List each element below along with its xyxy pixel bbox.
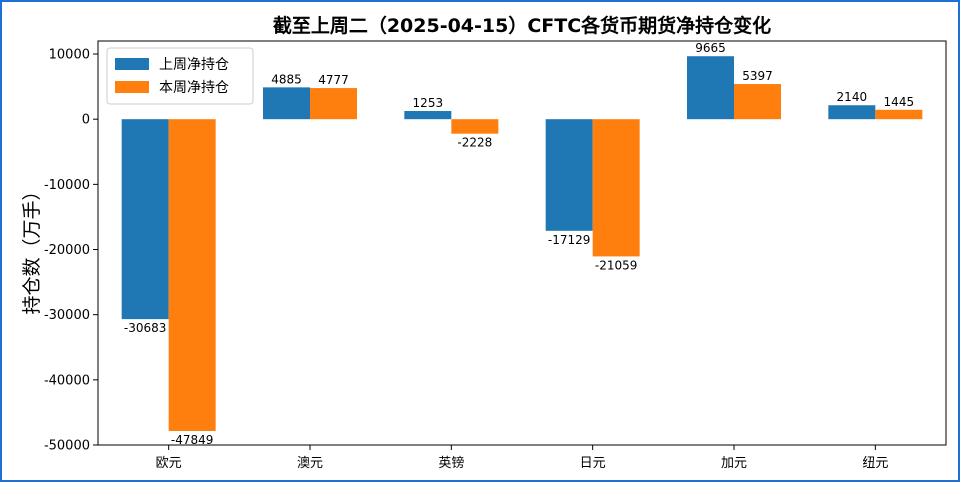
bar-英镑-本周净持仓 — [451, 119, 499, 134]
chart-title: 截至上周二（2025-04-15）CFTC各货币期货净持仓变化 — [273, 14, 771, 37]
data-label: 9665 — [695, 41, 726, 55]
axes-frame — [97, 40, 947, 446]
data-label: 1445 — [884, 95, 915, 109]
bar-加元-上周净持仓 — [687, 56, 734, 120]
y-tick-label: 10000 — [49, 48, 90, 63]
data-label: -47849 — [171, 433, 214, 447]
bar-澳元-本周净持仓 — [310, 88, 357, 120]
y-axis-label: 持仓数（万手） — [21, 181, 43, 314]
x-tick-label: 日元 — [580, 456, 606, 471]
data-label: 2140 — [837, 90, 868, 104]
data-label: -2228 — [457, 136, 492, 150]
bar-日元-上周净持仓 — [545, 119, 593, 231]
x-tick-label: 欧元 — [156, 456, 182, 471]
bar-欧元-上周净持仓 — [121, 119, 169, 320]
legend-label: 本周净持仓 — [159, 80, 229, 96]
bar-澳元-上周净持仓 — [263, 87, 310, 120]
y-tick-label: -30000 — [44, 308, 90, 323]
bar-欧元-本周净持仓 — [168, 119, 216, 431]
y-tick-label: -50000 — [44, 439, 90, 454]
data-label: 4885 — [271, 72, 302, 86]
data-label: -17129 — [548, 233, 591, 247]
data-label: 4777 — [318, 73, 349, 87]
legend-swatch — [115, 58, 149, 70]
x-tick-label: 加元 — [721, 456, 747, 471]
y-tick-label: -10000 — [44, 178, 90, 193]
bar-纽元-本周净持仓 — [875, 109, 923, 120]
y-tick-label: 0 — [82, 113, 90, 128]
x-tick-label: 澳元 — [297, 455, 323, 471]
data-label: 1253 — [413, 96, 444, 110]
data-label: -30683 — [124, 321, 167, 335]
y-tick-label: -40000 — [44, 373, 90, 388]
data-label: 5397 — [742, 69, 773, 83]
y-tick-label: -20000 — [44, 243, 90, 258]
x-tick-label: 英镑 — [438, 455, 464, 471]
bar-加元-本周净持仓 — [734, 84, 781, 120]
data-label: -21059 — [595, 258, 638, 272]
bar-纽元-上周净持仓 — [828, 105, 876, 120]
plot-area: -30683 -47849 欧元 4885 4777 澳元 1253 -2228 英镑 -1712… — [44, 40, 947, 471]
bar-英镑-上周净持仓 — [404, 111, 452, 120]
bar-日元-本周净持仓 — [592, 119, 640, 257]
legend-swatch — [115, 81, 149, 93]
legend-label: 上周净持仓 — [159, 57, 229, 73]
x-tick-label: 纽元 — [862, 456, 888, 471]
